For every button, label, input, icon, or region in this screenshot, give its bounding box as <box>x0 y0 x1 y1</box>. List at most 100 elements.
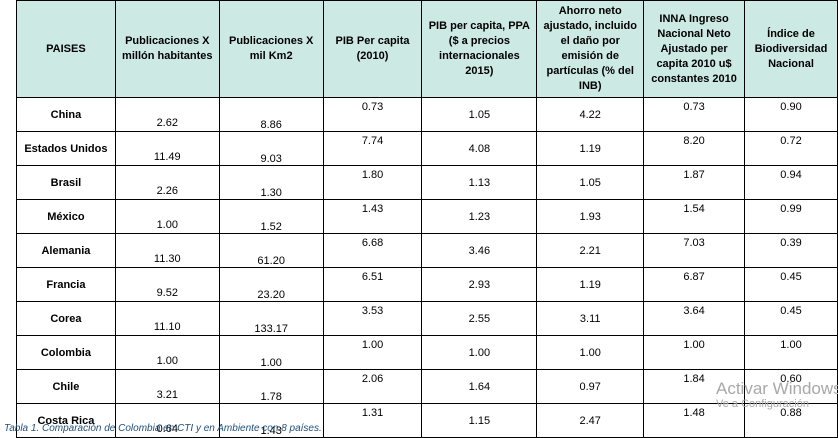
country-cell: Colombia <box>16 335 116 370</box>
pub-millon-cell: 2.62 <box>114 97 220 132</box>
inna-cell: 1.84 <box>643 369 745 404</box>
header-paises: PAISES <box>16 0 116 98</box>
ahorro-cell: 1.19 <box>536 267 645 302</box>
inna-cell: 0.73 <box>643 97 745 132</box>
pib-cell: 1.43 <box>322 199 423 234</box>
table-row: Francia 9.52 23.20 6.51 2.93 1.19 6.87 0.45 <box>16 267 838 302</box>
pub-km2-cell: 9.03 <box>218 131 324 166</box>
country-cell: China <box>16 97 116 132</box>
biodiversidad-cell: 0.72 <box>743 131 838 166</box>
pib-cell: 1.80 <box>322 165 423 200</box>
country-cell: Alemania <box>16 233 116 268</box>
pub-km2-cell: 8.86 <box>218 97 324 132</box>
comparison-table: PAISES Publicaciones X millón habitantes… <box>16 0 838 438</box>
table-row: Brasil 2.26 1.30 1.80 1.13 1.05 1.87 0.94 <box>16 165 838 200</box>
pub-km2-cell: 133.17 <box>218 301 324 336</box>
country-cell: Brasil <box>16 165 116 200</box>
pub-millon-cell: 9.52 <box>114 267 220 302</box>
pub-millon-cell: 2.26 <box>114 165 220 200</box>
pib-ppa-cell: 1.05 <box>421 97 538 132</box>
watermark-line1: Activar Windows <box>716 379 838 398</box>
ahorro-cell: 2.21 <box>536 233 645 268</box>
pub-millon-cell: 3.21 <box>114 369 220 404</box>
comparison-table-wrapper: PAISES Publicaciones X millón habitantes… <box>16 0 838 438</box>
ahorro-cell: 1.00 <box>536 335 645 370</box>
pib-ppa-cell: 1.64 <box>421 369 538 404</box>
table-row: Chile 3.21 1.78 2.06 1.64 0.97 1.84 0.60 <box>16 369 838 404</box>
pub-km2-cell: 1.52 <box>218 199 324 234</box>
pib-cell: 1.00 <box>322 335 423 370</box>
pub-km2-cell: 1.78 <box>218 369 324 404</box>
pub-millon-cell: 11.49 <box>114 131 220 166</box>
inna-cell: 1.48 <box>643 403 745 438</box>
pub-millon-cell: 0.64 <box>114 403 220 438</box>
country-cell: México <box>16 199 116 234</box>
pub-km2-cell: 23.20 <box>218 267 324 302</box>
table-row: Estados Unidos 11.49 9.03 7.74 4.08 1.19 8.20 0… <box>16 131 838 166</box>
header-pib-per-capita: PIB Per capita (2010) <box>322 0 423 98</box>
table-row: Costa Rica 0.64 1.43 1.31 1.15 2.47 1.48 0.88 <box>16 403 838 438</box>
country-cell: Chile <box>16 369 116 404</box>
pib-ppa-cell: 3.46 <box>421 233 538 268</box>
pib-cell: 0.73 <box>322 97 423 132</box>
ahorro-cell: 3.11 <box>536 301 645 336</box>
country-cell: Corea <box>16 301 116 336</box>
pib-ppa-cell: 1.23 <box>421 199 538 234</box>
pub-km2-cell: 1.30 <box>218 165 324 200</box>
pib-ppa-cell: 1.00 <box>421 335 538 370</box>
header-publicaciones-millon: Publicaciones X millón habitantes <box>114 0 220 98</box>
table-caption: Tabla 1. Comparación de Colombia en CTI … <box>4 423 322 434</box>
biodiversidad-cell: 0.45 <box>743 267 838 302</box>
inna-cell: 1.54 <box>643 199 745 234</box>
table-row: Alemania 11.30 61.20 6.68 3.46 2.21 7.03 0.39 <box>16 233 838 268</box>
ahorro-cell: 1.05 <box>536 165 645 200</box>
pub-km2-cell: 1.43 <box>218 403 324 438</box>
header-publicaciones-km2: Publicaciones X mil Km2 <box>218 0 324 98</box>
inna-cell: 3.64 <box>643 301 745 336</box>
ahorro-cell: 1.93 <box>536 199 645 234</box>
pib-cell: 6.51 <box>322 267 423 302</box>
ahorro-cell: 0.97 <box>536 369 645 404</box>
header-pib-ppa: PIB per capita, PPA ($ a precios interna… <box>421 0 538 98</box>
biodiversidad-cell: 0.99 <box>743 199 838 234</box>
table-body: China 2.62 8.86 0.73 1.05 4.22 0.73 0.90 Estados… <box>16 97 838 438</box>
biodiversidad-cell: 0.90 <box>743 97 838 132</box>
biodiversidad-cell: 0.39 <box>743 233 838 268</box>
header-ahorro-neto: Ahorro neto ajustado, incluido el daño p… <box>536 0 645 98</box>
biodiversidad-cell: 0.60 <box>743 369 838 404</box>
ahorro-cell: 1.19 <box>536 131 645 166</box>
pub-km2-cell: 1.00 <box>218 335 324 370</box>
header-inna: INNA Ingreso Nacional Neto Ajustado per … <box>643 0 745 98</box>
pub-millon-cell: 11.10 <box>114 301 220 336</box>
table-row: China 2.62 8.86 0.73 1.05 4.22 0.73 0.90 <box>16 97 838 132</box>
windows-activation-watermark: Activar Windows Ve a Configuración <box>716 380 838 411</box>
pib-ppa-cell: 1.15 <box>421 403 538 438</box>
ahorro-cell: 2.47 <box>536 403 645 438</box>
pib-ppa-cell: 2.93 <box>421 267 538 302</box>
pib-cell: 2.06 <box>322 369 423 404</box>
table-row: México 1.00 1.52 1.43 1.23 1.93 1.54 0.99 <box>16 199 838 234</box>
pib-ppa-cell: 1.13 <box>421 165 538 200</box>
pib-cell: 1.31 <box>322 403 423 438</box>
country-cell: Francia <box>16 267 116 302</box>
ahorro-cell: 4.22 <box>536 97 645 132</box>
biodiversidad-cell: 0.88 <box>743 403 838 438</box>
pib-cell: 6.68 <box>322 233 423 268</box>
pub-millon-cell: 1.00 <box>114 199 220 234</box>
table-row: Colombia 1.00 1.00 1.00 1.00 1.00 1.00 1.00 <box>16 335 838 370</box>
inna-cell: 1.87 <box>643 165 745 200</box>
watermark-line2: Ve a Configuración <box>716 398 809 410</box>
pib-ppa-cell: 2.55 <box>421 301 538 336</box>
inna-cell: 6.87 <box>643 267 745 302</box>
biodiversidad-cell: 0.94 <box>743 165 838 200</box>
biodiversidad-cell: 1.00 <box>743 335 838 370</box>
pub-km2-cell: 61.20 <box>218 233 324 268</box>
inna-cell: 8.20 <box>643 131 745 166</box>
country-cell: Estados Unidos <box>16 131 116 166</box>
table-header-row: PAISES Publicaciones X millón habitantes… <box>16 0 838 98</box>
inna-cell: 7.03 <box>643 233 745 268</box>
pib-cell: 3.53 <box>322 301 423 336</box>
header-biodiversidad: Índice de Biodiversidad Nacional <box>743 0 838 98</box>
inna-cell: 1.00 <box>643 335 745 370</box>
pib-cell: 7.74 <box>322 131 423 166</box>
